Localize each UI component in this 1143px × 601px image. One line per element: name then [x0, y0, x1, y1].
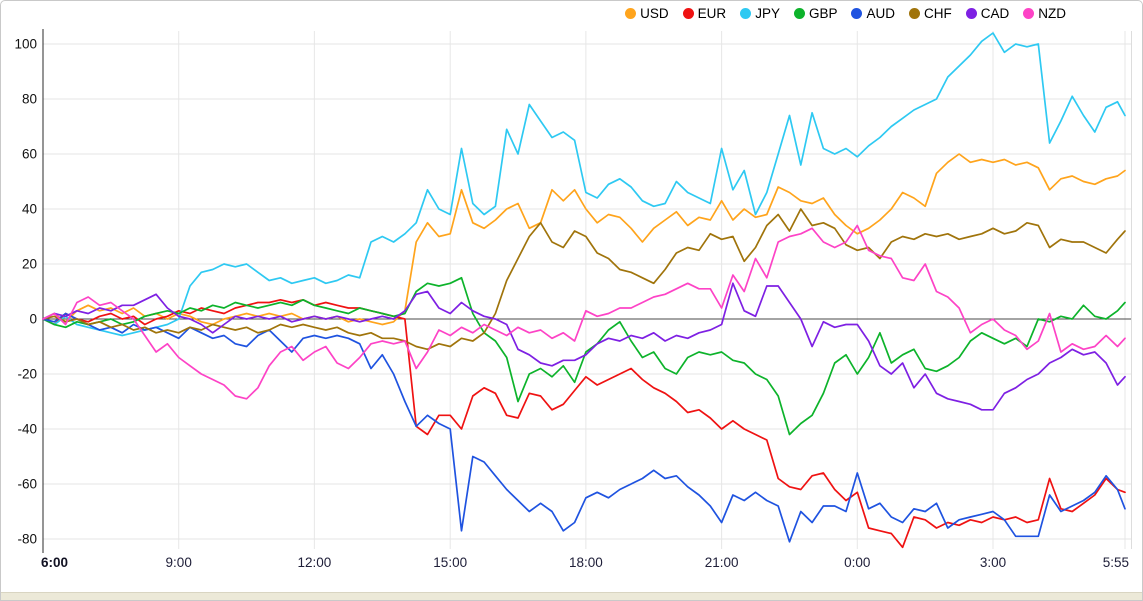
legend-item-NZD[interactable]: NZD: [1023, 7, 1066, 21]
legend-item-JPY[interactable]: JPY: [740, 7, 780, 21]
x-axis-tick-label: 5:55: [1103, 555, 1129, 570]
legend-color-dot-icon: [965, 8, 977, 20]
x-axis-tick-label: 21:00: [705, 555, 739, 570]
series-line-CHF: [42, 208, 1126, 351]
y-axis-tick-label: 40: [22, 202, 37, 217]
series-line-AUD: [42, 312, 1126, 543]
legend-color-dot-icon: [740, 8, 752, 20]
y-axis-tick-label: -60: [17, 477, 37, 492]
legend-item-GBP[interactable]: GBP: [793, 6, 838, 21]
y-axis-tick-label: -20: [17, 367, 37, 382]
legend-color-dot-icon: [682, 8, 694, 20]
legend-label: CHF: [923, 6, 952, 21]
legend-label: USD: [640, 6, 669, 21]
x-axis-tick-label: 18:00: [569, 555, 603, 570]
y-axis-tick-label: 100: [14, 37, 37, 52]
series-line-NZD: [42, 224, 1126, 400]
series-line-USD: [42, 153, 1126, 326]
series-line-CAD: [42, 282, 1126, 411]
legend-item-CAD[interactable]: CAD: [965, 6, 1010, 21]
x-axis-tick-label: 0:00: [844, 555, 870, 570]
y-axis-tick-label: -80: [17, 532, 37, 547]
series-line-GBP: [42, 276, 1126, 436]
legend-item-AUD[interactable]: AUD: [851, 7, 895, 21]
legend-item-CHF[interactable]: CHF: [908, 6, 952, 21]
x-axis-tick-label: 6:00: [41, 555, 68, 570]
legend-item-EUR[interactable]: EUR: [682, 6, 727, 21]
legend-label: GBP: [808, 6, 838, 21]
legend-color-dot-icon: [1023, 8, 1035, 20]
chart-legend: USD EUR JPY GBP AUD CHF CAD NZD: [1, 7, 1066, 21]
x-axis-tick-label: 3:00: [980, 555, 1006, 570]
legend-label: NZD: [1038, 6, 1066, 21]
x-axis-tick-label: 12:00: [298, 555, 332, 570]
y-axis-tick-label: 0: [29, 312, 37, 327]
y-axis-tick-label: 60: [22, 147, 37, 162]
legend-color-dot-icon: [851, 8, 863, 20]
legend-label: JPY: [755, 6, 780, 21]
legend-color-dot-icon: [908, 8, 920, 20]
legend-label: CAD: [980, 6, 1010, 21]
series-line-EUR: [42, 298, 1126, 549]
legend-label: AUD: [866, 6, 895, 21]
legend-label: EUR: [697, 6, 727, 21]
series-line-JPY: [42, 32, 1126, 337]
x-axis-tick-label: 9:00: [166, 555, 192, 570]
legend-item-USD[interactable]: USD: [625, 7, 669, 21]
y-axis-tick-label: 20: [22, 257, 37, 272]
y-axis-tick-label: 80: [22, 92, 37, 107]
x-axis-tick-label: 15:00: [433, 555, 467, 570]
legend-color-dot-icon: [793, 8, 805, 20]
legend-color-dot-icon: [625, 8, 637, 20]
y-axis-tick-label: -40: [17, 422, 37, 437]
window-bottom-edge: [1, 592, 1142, 600]
